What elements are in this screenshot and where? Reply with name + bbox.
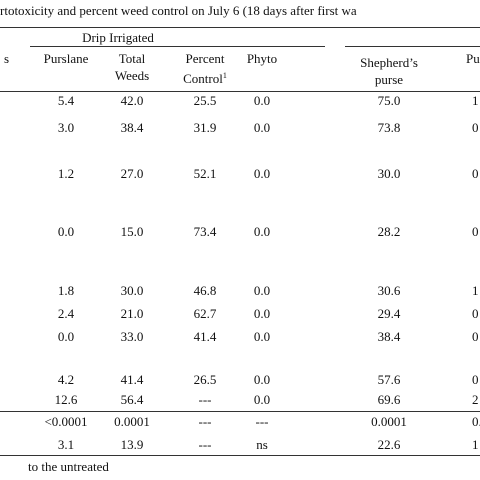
table-cell: 22.6 <box>377 437 401 452</box>
footnote-mark: 1 <box>222 71 227 80</box>
table-cell: 69.6 <box>377 392 401 407</box>
rule <box>0 27 480 28</box>
table-cell: 21.0 <box>120 306 144 321</box>
table-cell: 0.0 <box>253 306 271 321</box>
column-header: Weeds <box>114 68 150 83</box>
table-cell: 33.0 <box>120 329 144 344</box>
table-cell: ns <box>256 437 268 452</box>
table-cell: 38.4 <box>120 120 144 135</box>
table-cell: 3.1 <box>57 437 75 452</box>
table-cell: 0.0 <box>253 224 271 239</box>
table-cell: 38.4 <box>377 329 401 344</box>
table-cell: 1 <box>472 437 479 452</box>
table-cell: --- <box>198 414 212 429</box>
table-cell: 1.2 <box>57 166 75 181</box>
table-cell: 41.4 <box>193 329 217 344</box>
table-cell: 0.0 <box>472 414 480 429</box>
table-cell: 0 <box>472 120 479 135</box>
column-header: Control1 <box>183 71 227 86</box>
table-cell: 57.6 <box>377 372 401 387</box>
table-cell: 0.0 <box>253 93 271 108</box>
table-cell: 1 <box>472 93 479 108</box>
table-cell: 29.4 <box>377 306 401 321</box>
column-header: s <box>4 51 10 66</box>
table-cell: 62.7 <box>193 306 217 321</box>
table-cell: 73.8 <box>377 120 401 135</box>
table-cell: 0.0 <box>253 372 271 387</box>
table-cell: 5.4 <box>57 93 75 108</box>
table-cell: 0 <box>472 224 479 239</box>
table-cell: 2 <box>472 392 479 407</box>
table-cell: 1 <box>472 283 479 298</box>
table-cell: --- <box>255 414 269 429</box>
table-cell: --- <box>198 392 212 407</box>
column-header: purse <box>374 72 404 87</box>
table-cell: <0.0001 <box>44 414 88 429</box>
table-cell: 46.8 <box>193 283 217 298</box>
rule <box>0 411 480 412</box>
table-cell: 0.0 <box>253 120 271 135</box>
table-cell: 13.9 <box>120 437 144 452</box>
table-cell: 30.0 <box>120 283 144 298</box>
table-cell: 0.0 <box>253 283 271 298</box>
table-cell: 0.0001 <box>114 414 150 429</box>
group-header: Drip Irrigated <box>82 30 154 45</box>
table-cell: 75.0 <box>377 93 401 108</box>
column-header: Total <box>118 51 146 66</box>
table-cell: 4.2 <box>57 372 75 387</box>
table-title: rtotoxicity and percent weed control on … <box>0 3 357 18</box>
table-cell: 0.0 <box>57 329 75 344</box>
table-cell: 0 <box>472 372 479 387</box>
table-cell: 26.5 <box>193 372 217 387</box>
table-cell: 1.8 <box>57 283 75 298</box>
table-cell: 28.2 <box>377 224 401 239</box>
table-cell: 30.6 <box>377 283 401 298</box>
table-cell: 41.4 <box>120 372 144 387</box>
column-header: Shepherd’s <box>360 55 418 70</box>
column-header: Purslane <box>43 51 89 66</box>
table-cell: 2.4 <box>57 306 75 321</box>
table-cell: 0 <box>472 166 479 181</box>
table-cell: 0.0 <box>253 329 271 344</box>
rule <box>345 46 480 47</box>
table-cell: 12.6 <box>54 392 78 407</box>
table-cell: 42.0 <box>120 93 144 108</box>
column-header: Percent <box>185 51 225 66</box>
table-cell: 25.5 <box>193 93 217 108</box>
table-cell: 0 <box>472 329 479 344</box>
table-cell: 3.0 <box>57 120 75 135</box>
table-cell: 0.0 <box>253 392 271 407</box>
rule <box>0 455 480 456</box>
table-cell: 0.0001 <box>371 414 407 429</box>
table-cell: 73.4 <box>193 224 217 239</box>
table-cell: 15.0 <box>120 224 144 239</box>
table-cell: 56.4 <box>120 392 144 407</box>
table-cell: 0.0 <box>57 224 75 239</box>
table-cell: 0 <box>472 306 479 321</box>
rule <box>0 91 480 92</box>
table-cell: 27.0 <box>120 166 144 181</box>
column-header: Phyto <box>246 51 278 66</box>
table-cell: --- <box>198 437 212 452</box>
table-cell: 30.0 <box>377 166 401 181</box>
table-cell: 0.0 <box>253 166 271 181</box>
rule <box>30 46 325 47</box>
footnote: to the untreated <box>28 459 109 474</box>
table-cell: 52.1 <box>193 166 217 181</box>
table-cell: 31.9 <box>193 120 217 135</box>
column-header: Purs <box>466 51 480 66</box>
